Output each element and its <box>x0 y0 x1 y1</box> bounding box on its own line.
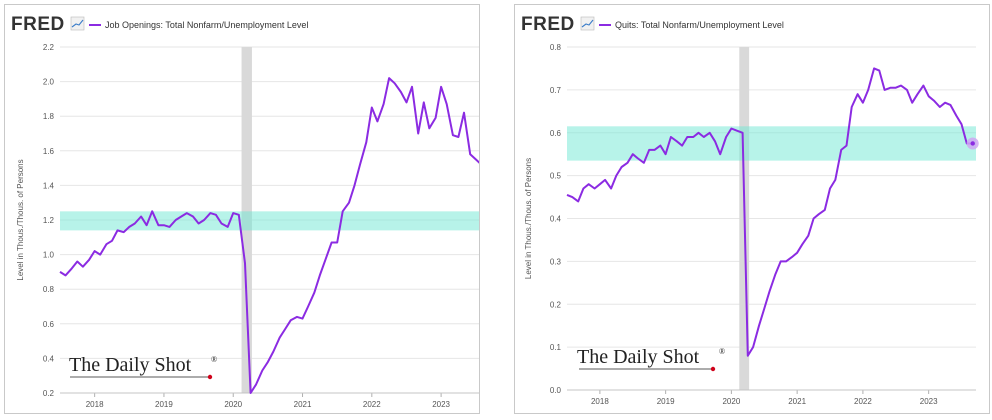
highlight-band <box>567 126 976 161</box>
chart-svg-quits: FRED Quits: Total Nonfarm/Unemployment Le… <box>521 14 979 406</box>
fred-logo-icon-box <box>70 16 85 31</box>
fred-logo: FRED <box>521 14 575 35</box>
x-tick-label: 2022 <box>363 400 381 409</box>
y-tick-label: 0.2 <box>43 389 55 398</box>
fred-logo-icon-box <box>580 16 595 31</box>
x-tick-label: 2020 <box>224 400 242 409</box>
y-tick-label: 1.6 <box>43 147 55 156</box>
watermark-red-dot <box>710 366 716 372</box>
legend-label: Quits: Total Nonfarm/Unemployment Level <box>615 20 784 30</box>
y-tick-label: 0.0 <box>550 386 562 395</box>
chart-panel-job-openings: FRED Job Openings: Total Nonfarm/Unemploy… <box>4 4 480 414</box>
y-axis-label: Level in Thous./Thous. of Persons <box>16 159 25 280</box>
x-tick-label: 2023 <box>920 397 938 406</box>
y-tick-label: 0.4 <box>550 215 562 224</box>
y-tick-label: 0.5 <box>550 172 562 181</box>
series-line <box>566 67 973 357</box>
watermark-text: The Daily Shot <box>577 346 700 368</box>
y-tick-label: 0.8 <box>43 285 55 294</box>
fred-logo: FRED <box>11 14 65 35</box>
watermark-daily-shot: The Daily Shot ® <box>69 354 217 380</box>
x-tick-label: 2019 <box>155 400 173 409</box>
fred-logo-icon-line <box>71 19 84 28</box>
x-tick-label: 2022 <box>854 397 872 406</box>
y-tick-label: 1.2 <box>43 216 55 225</box>
y-tick-label: 0.2 <box>550 300 562 309</box>
chart-svg-job-openings: FRED Job Openings: Total Nonfarm/Unemploy… <box>11 14 479 409</box>
endpoint-dot <box>970 141 975 146</box>
y-tick-label: 0.3 <box>550 257 562 266</box>
watermark-red-dot <box>207 374 213 380</box>
y-tick-label: 1.4 <box>43 181 55 190</box>
x-tick-label: 2021 <box>294 400 312 409</box>
series-line <box>59 77 479 394</box>
x-tick-label: 2023 <box>432 400 450 409</box>
watermark-daily-shot: The Daily Shot ® <box>577 346 725 372</box>
watermark-registered-mark: ® <box>719 347 725 356</box>
y-axis-label: Level in Thous./Thous. of Persons <box>524 158 533 279</box>
y-tick-label: 0.8 <box>550 43 562 52</box>
y-tick-label: 0.4 <box>43 354 55 363</box>
fred-logo-chart-icon <box>580 16 595 31</box>
x-tick-label: 2020 <box>722 397 740 406</box>
watermark-registered-mark: ® <box>211 355 217 364</box>
x-tick-label: 2019 <box>657 397 675 406</box>
y-tick-label: 1.8 <box>43 112 55 121</box>
y-tick-label: 0.6 <box>550 129 562 138</box>
legend-label: Job Openings: Total Nonfarm/Unemployment… <box>105 20 308 30</box>
x-tick-label: 2021 <box>788 397 806 406</box>
fred-logo-icon-line <box>581 19 594 28</box>
y-tick-label: 0.6 <box>43 320 55 329</box>
highlight-band <box>60 211 479 231</box>
chart-panel-quits: FRED Quits: Total Nonfarm/Unemployment Le… <box>514 4 990 414</box>
y-tick-label: 0.7 <box>550 86 562 95</box>
y-tick-label: 2.2 <box>43 43 55 52</box>
y-tick-label: 2.0 <box>43 78 55 87</box>
fred-logo-chart-icon <box>70 16 85 31</box>
x-tick-label: 2018 <box>591 397 609 406</box>
y-tick-label: 0.1 <box>550 343 562 352</box>
watermark-text: The Daily Shot <box>69 354 192 376</box>
x-tick-label: 2018 <box>86 400 104 409</box>
y-tick-label: 1.0 <box>43 251 55 260</box>
